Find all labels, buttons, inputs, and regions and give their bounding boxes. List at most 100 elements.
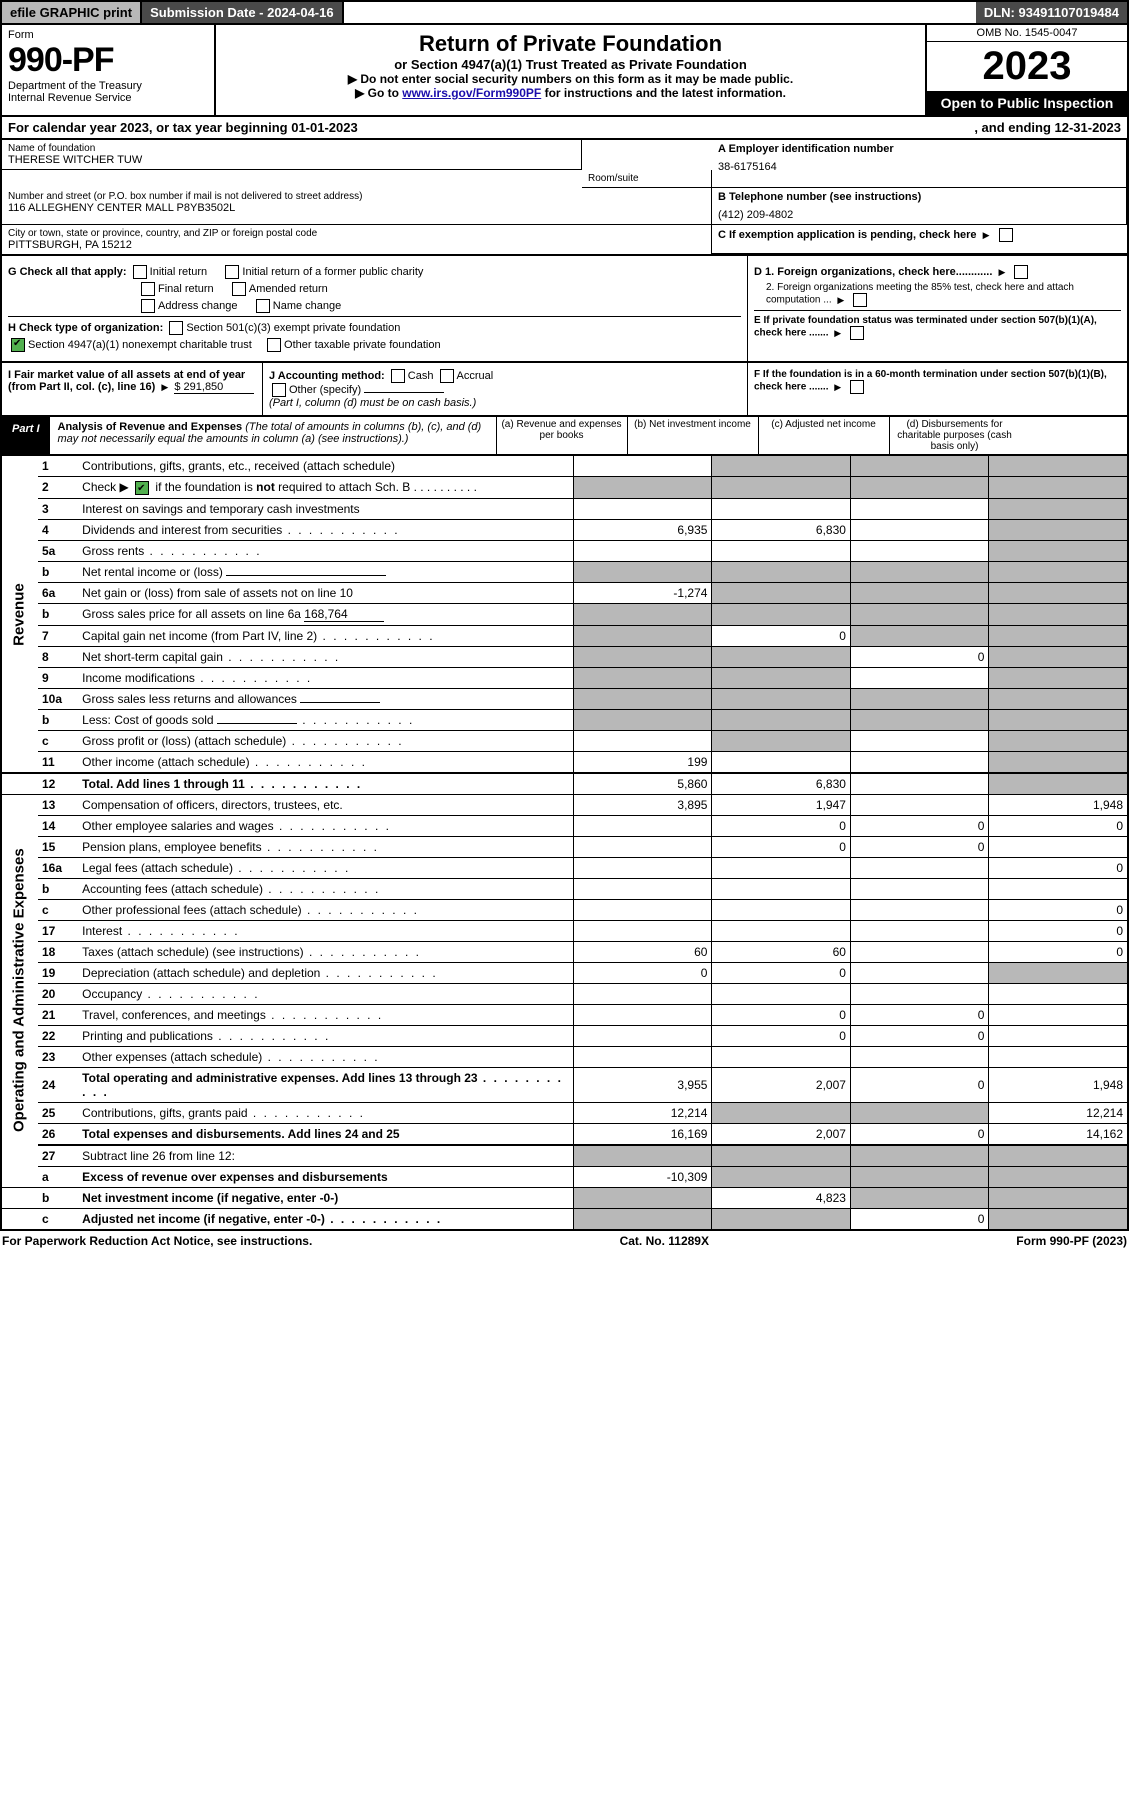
col-c <box>850 625 988 646</box>
col-c <box>850 899 988 920</box>
g-address: Address change <box>158 300 238 312</box>
chk-accrual[interactable] <box>440 369 454 383</box>
table-row: 16aLegal fees (attach schedule)0 <box>1 857 1128 878</box>
line-num: 20 <box>38 983 78 1004</box>
irs: Internal Revenue Service <box>8 92 208 104</box>
col-c: 0 <box>850 1025 988 1046</box>
f-label: F If the foundation is in a 60-month ter… <box>754 369 1107 393</box>
col-b <box>712 983 850 1004</box>
part1-desc: Analysis of Revenue and Expenses (The to… <box>50 417 496 454</box>
dln: DLN: 93491107019484 <box>976 2 1127 23</box>
line-desc: Net rental income or (loss) <box>78 561 573 582</box>
line-desc: Pension plans, employee benefits <box>78 836 573 857</box>
arrow-icon <box>831 382 844 393</box>
col-a <box>573 688 711 709</box>
e-row: E If private foundation status was termi… <box>754 310 1121 340</box>
chk-schb[interactable] <box>135 481 149 495</box>
col-d <box>989 730 1128 751</box>
line-num: 7 <box>38 625 78 646</box>
h-row: H Check type of organization: Section 50… <box>8 316 741 335</box>
col-d <box>989 498 1128 519</box>
col-a <box>573 899 711 920</box>
line-desc: Gross profit or (loss) (attach schedule) <box>78 730 573 751</box>
col-c <box>850 794 988 815</box>
form-header: Form 990-PF Department of the Treasury I… <box>0 25 1129 117</box>
chk-e[interactable] <box>850 326 864 340</box>
table-row: bNet rental income or (loss) <box>1 561 1128 582</box>
g-amended: Amended return <box>249 283 328 295</box>
chk-cash[interactable] <box>391 369 405 383</box>
c-checkbox[interactable] <box>999 228 1013 242</box>
col-a <box>573 983 711 1004</box>
line-desc: Net short-term capital gain <box>78 646 573 667</box>
chk-final[interactable] <box>141 282 155 296</box>
d1-label: D 1. Foreign organizations, check here..… <box>754 266 992 278</box>
line-num: 27 <box>38 1145 78 1167</box>
room-cell: Room/suite <box>582 170 712 188</box>
chk-other-tax[interactable] <box>267 338 281 352</box>
col-d: 0 <box>989 941 1128 962</box>
col-b: 2,007 <box>712 1067 850 1102</box>
col-b: 4,823 <box>712 1187 850 1208</box>
col-a <box>573 815 711 836</box>
line-num: 5a <box>38 540 78 561</box>
line-desc: Depreciation (attach schedule) and deple… <box>78 962 573 983</box>
chk-initial-former[interactable] <box>225 265 239 279</box>
cal-year-end: , and ending 12-31-2023 <box>974 120 1121 135</box>
col-c <box>850 962 988 983</box>
table-row: 7Capital gain net income (from Part IV, … <box>1 625 1128 646</box>
form990pf-link[interactable]: www.irs.gov/Form990PF <box>402 86 541 100</box>
ein-value: 38-6175164 <box>718 161 1120 173</box>
table-row: 22Printing and publications00 <box>1 1025 1128 1046</box>
col-a: 12,214 <box>573 1102 711 1123</box>
col-d: 0 <box>989 899 1128 920</box>
col-d: 0 <box>989 857 1128 878</box>
cal-year-begin: For calendar year 2023, or tax year begi… <box>8 120 358 135</box>
chk-other[interactable] <box>272 383 286 397</box>
c-label: C If exemption application is pending, c… <box>718 229 977 241</box>
line-num: c <box>38 1208 78 1230</box>
chk-d2[interactable] <box>853 293 867 307</box>
chk-initial[interactable] <box>133 265 147 279</box>
f-block: F If the foundation is in a 60-month ter… <box>747 363 1127 415</box>
foundation-info: Name of foundation THERESE WITCHER TUW A… <box>0 140 1129 256</box>
line-desc-text: Gross sales less returns and allowances <box>82 692 297 706</box>
col-d <box>989 1025 1128 1046</box>
col-c: 0 <box>850 646 988 667</box>
col-b <box>712 730 850 751</box>
col-c <box>850 983 988 1004</box>
col-a: 3,955 <box>573 1067 711 1102</box>
table-row: 26Total expenses and disbursements. Add … <box>1 1123 1128 1145</box>
chk-name[interactable] <box>256 299 270 313</box>
chk-d1[interactable] <box>1014 265 1028 279</box>
chk-amended[interactable] <box>232 282 246 296</box>
efile-print-button[interactable]: efile GRAPHIC print <box>2 2 142 23</box>
col-c <box>850 878 988 899</box>
col-b: 6,830 <box>712 773 850 795</box>
col-b <box>712 857 850 878</box>
col-a-head: (a) Revenue and expenses per books <box>496 417 627 454</box>
table-row: Operating and Administrative Expenses 13… <box>1 794 1128 815</box>
col-d <box>989 983 1128 1004</box>
chk-address[interactable] <box>141 299 155 313</box>
col-c <box>850 1145 988 1167</box>
chk-501c3[interactable] <box>169 321 183 335</box>
line-6b-value: 168,764 <box>304 607 384 622</box>
chk-f[interactable] <box>850 380 864 394</box>
line-desc: Compensation of officers, directors, tru… <box>78 794 573 815</box>
note2-pre: ▶ Go to <box>355 86 402 100</box>
table-row: 4Dividends and interest from securities6… <box>1 519 1128 540</box>
col-a: 3,895 <box>573 794 711 815</box>
top-bar: efile GRAPHIC print Submission Date - 20… <box>0 0 1129 25</box>
line-num: 12 <box>38 773 78 795</box>
line-desc-text: Net rental income or (loss) <box>82 565 223 579</box>
col-c <box>850 730 988 751</box>
col-a <box>573 730 711 751</box>
j-other-line <box>364 392 444 393</box>
j-note: (Part I, column (d) must be on cash basi… <box>269 397 476 409</box>
col-d: 1,948 <box>989 794 1128 815</box>
chk-4947[interactable] <box>11 338 25 352</box>
col-a <box>573 603 711 625</box>
line-num: 23 <box>38 1046 78 1067</box>
col-c: 0 <box>850 836 988 857</box>
